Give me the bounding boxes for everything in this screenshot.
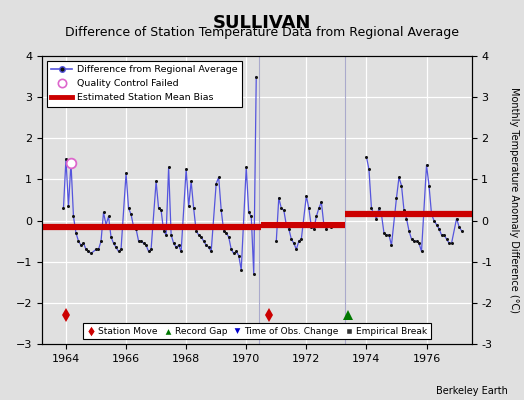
Text: Difference of Station Temperature Data from Regional Average: Difference of Station Temperature Data f…: [65, 26, 459, 39]
Text: Berkeley Earth: Berkeley Earth: [436, 386, 508, 396]
Y-axis label: Monthly Temperature Anomaly Difference (°C): Monthly Temperature Anomaly Difference (…: [509, 87, 519, 313]
Text: SULLIVAN: SULLIVAN: [213, 14, 311, 32]
Legend: Station Move, Record Gap, Time of Obs. Change, Empirical Break: Station Move, Record Gap, Time of Obs. C…: [83, 323, 431, 340]
